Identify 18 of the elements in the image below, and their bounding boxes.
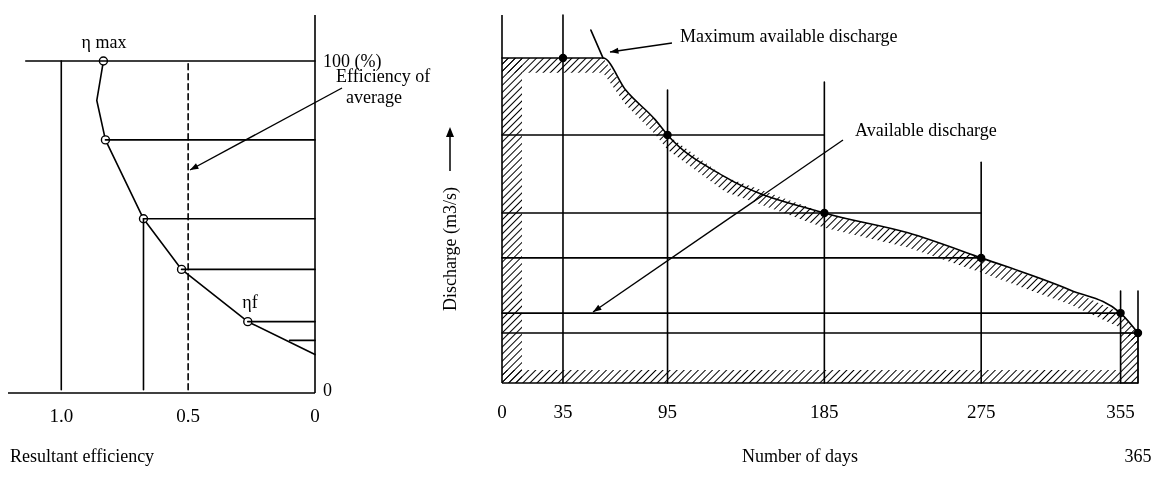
annotation: η max [81,32,127,52]
annotation: Maximum available discharge [680,26,898,46]
x-axis-title: Number of days [742,446,858,466]
annotation: Available discharge [855,120,997,140]
annotation: ηf [242,292,258,312]
x-tick-label: 95 [658,401,678,422]
x-tick-label: 1.0 [49,405,74,426]
x-tick-label: 35 [553,401,573,422]
x-tick-label: 0 [497,401,507,422]
text: 365 [1124,446,1152,466]
x-tick-label: 355 [1106,401,1135,422]
y-axis-title: Discharge (m3/s) [440,186,461,312]
x-tick-label: 0 [310,405,320,426]
x-axis-title: Resultant efficiency [10,446,155,466]
x-tick-label: 185 [810,401,839,422]
y2-tick-label: 0 [323,379,332,400]
x-tick-label: 275 [966,401,996,422]
x-tick-label: 0.5 [176,405,201,426]
